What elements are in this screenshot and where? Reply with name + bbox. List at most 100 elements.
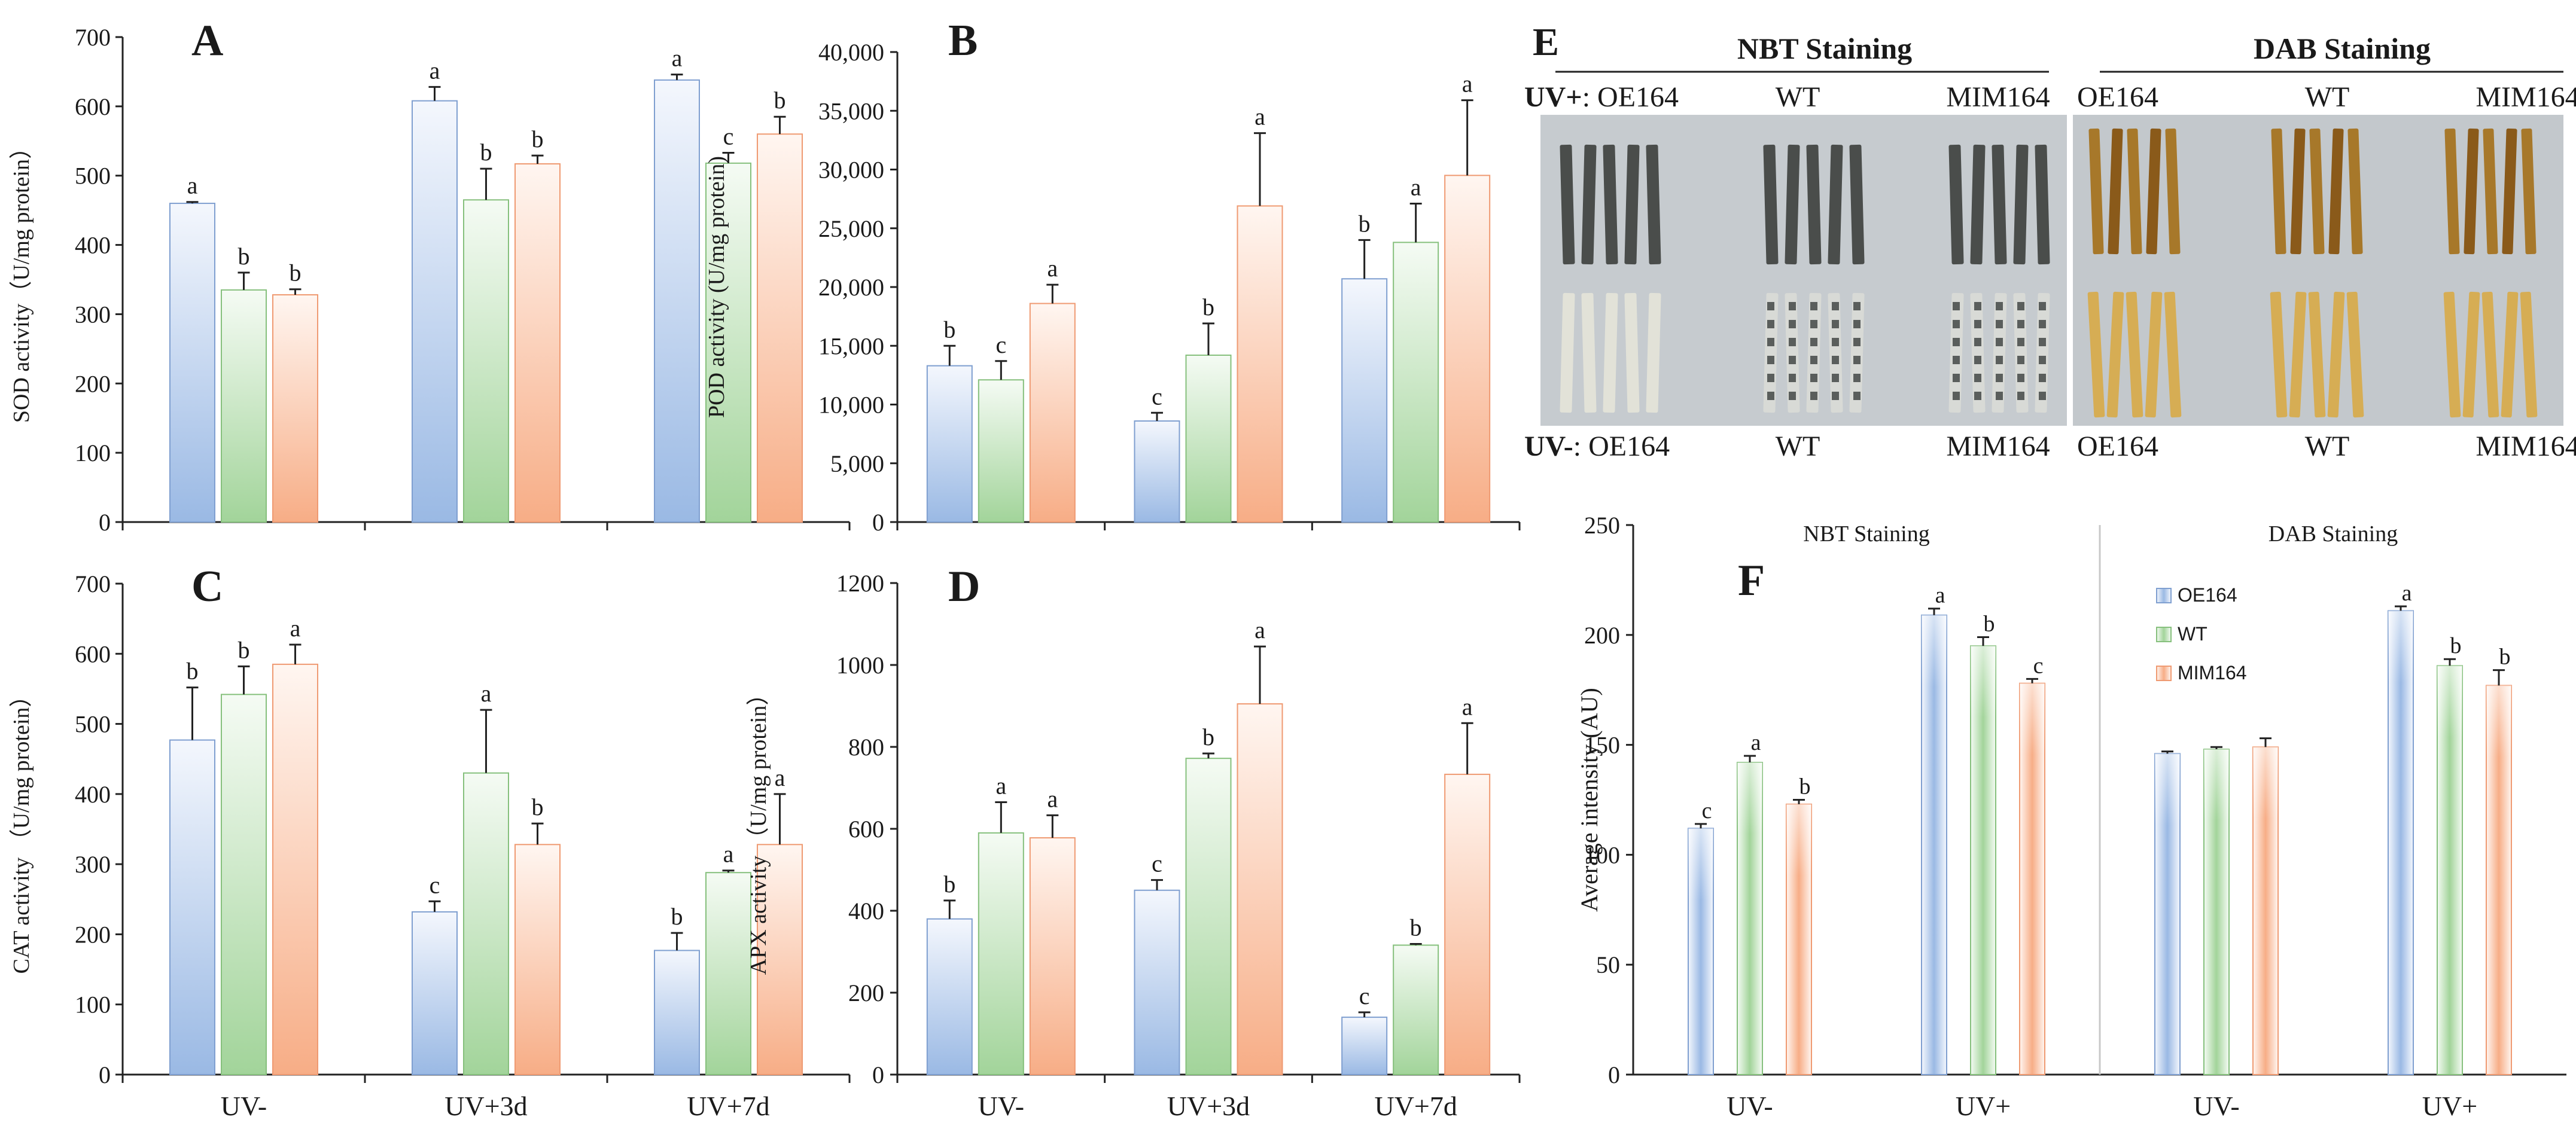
nbt-uvminus-strip	[1948, 292, 1964, 413]
panel-d-bar	[1029, 837, 1076, 1075]
nbt-uvminus-strip	[1849, 292, 1865, 413]
nbt-uvminus-spot	[1832, 392, 1839, 400]
nbt-bottom-label-wt: WT	[1776, 431, 1820, 462]
panel-f-bar-highlight	[2155, 753, 2180, 826]
dab-uvplus-strip	[2464, 128, 2479, 255]
nbt-uvminus-spot	[1953, 338, 1960, 346]
nbt-uvplus-strip	[1948, 144, 1964, 265]
panel-d-y-tick-label: 200	[848, 980, 884, 1006]
panel-d-bar	[1134, 889, 1180, 1075]
nbt-uvminus-spot	[1974, 320, 1981, 328]
panel-c-bar	[514, 844, 561, 1075]
nbt-uvplus-strip	[1646, 144, 1661, 265]
panel-f-significance-letter: a	[1751, 730, 1761, 755]
nbt-uvminus-spot	[1853, 338, 1861, 346]
nbt-uvminus-strip	[1806, 292, 1822, 413]
panel-b-y-tick-label: 40,000	[818, 39, 884, 66]
nbt-uvminus-spot	[1996, 356, 2003, 364]
nbt-uvminus-strip	[1581, 292, 1597, 413]
panel-b-letter: B	[948, 16, 978, 65]
panel-b-significance-letter: b	[943, 316, 955, 343]
panel-d-y-axis-label: APX activity （U/mg protein）	[746, 683, 771, 975]
nbt-uvminus-strip	[2013, 292, 2029, 413]
nbt-uvminus-spot	[1853, 392, 1861, 400]
panel-c-bar	[654, 950, 700, 1076]
panel-a-bar	[654, 79, 700, 523]
panel-f-x-tick-label: UV+	[2422, 1091, 2477, 1121]
panel-f-bar	[2388, 610, 2414, 1075]
panel-b-significance-letter: c	[995, 331, 1006, 358]
panel-c-bar	[272, 663, 318, 1075]
panel-f-bar-highlight	[2388, 611, 2413, 683]
panel-c-cat-chart: C 0 100 200 300 400 500 600 700 CAT activity （U/m…	[9, 562, 851, 1121]
panel-f-significance-letter: c	[1702, 798, 1712, 823]
panel-b-significance-letter: a	[1411, 173, 1421, 200]
nbt-uvplus-strip	[1560, 144, 1575, 265]
dab-bottom-label-wt: WT	[2305, 431, 2350, 462]
panel-d-bar	[978, 832, 1024, 1075]
nbt-uvminus-spot	[1767, 338, 1774, 346]
panel-f-bar-highlight	[2253, 747, 2278, 819]
panel-b-significance-letter: a	[1462, 71, 1473, 97]
panel-f-y-tick-label: 150	[1584, 732, 1620, 759]
panel-c-x-tick-label: UV-	[221, 1091, 267, 1121]
panel-a-bar	[221, 289, 267, 523]
panel-d-bar	[926, 918, 973, 1075]
panel-b-significance-letter: b	[1202, 294, 1214, 321]
nbt-uvplus-strip	[1849, 144, 1865, 265]
panel-b-significance-letter: c	[1152, 383, 1162, 410]
panel-d-significance-letter: c	[1152, 850, 1162, 877]
panel-b-significance-letter: b	[1359, 210, 1371, 237]
panel-d-y-tick-label: 1000	[836, 652, 884, 679]
panel-c-x-tick-label: UV+3d	[444, 1091, 527, 1121]
panel-c-significance-letter: a	[290, 615, 301, 642]
dab-uvminus-strip	[2289, 291, 2307, 418]
nbt-uvplus-strip	[1970, 144, 1986, 265]
dab-bottom-label-oe164: OE164	[2077, 431, 2158, 462]
nbt-uvminus-spot	[1832, 338, 1839, 346]
panel-c-y-tick-label: 400	[75, 781, 111, 808]
dab-top-label-mim164: MIM164	[2475, 81, 2576, 113]
panel-c-significance-letter: b	[532, 794, 544, 820]
nbt-uvminus-strip	[1785, 292, 1800, 413]
panel-f-significance-letter: b	[2450, 633, 2462, 658]
panel-b-y-tick-label: 35,000	[818, 97, 884, 124]
nbt-uvplus-strip	[1785, 144, 1800, 265]
panel-c-significance-letter: b	[671, 903, 683, 930]
nbt-uvminus-spot	[1974, 302, 1981, 310]
nbt-uvminus-spot	[1953, 392, 1960, 400]
dab-top-label-wt: WT	[2305, 81, 2350, 113]
dab-uvminus-strip	[2462, 291, 2480, 418]
panel-a-y-axis-label: SOD activity（U/mg protein）	[9, 136, 34, 423]
dab-uvplus-strip	[2146, 128, 2161, 255]
panel-b-y-tick-label: 30,000	[818, 157, 884, 184]
nbt-uvminus-strip	[1763, 292, 1779, 413]
panel-b-y-tick-label: 15,000	[818, 332, 884, 359]
panel-a-sod-chart: A 0 100 200 300 400 500 600 700 SOD activity（U/mg…	[9, 16, 851, 536]
nbt-uvminus-strip	[2035, 292, 2050, 413]
dab-uvplus-strip	[2521, 128, 2537, 255]
panel-a-letter: A	[191, 16, 223, 65]
panel-f-bar	[1921, 614, 1947, 1075]
panel-c-y-tick-label: 200	[75, 921, 111, 948]
dab-uvminus-strip	[2270, 291, 2288, 418]
nbt-uvminus-strip	[1970, 292, 1986, 413]
panel-b-y-tick-label: 20,000	[818, 274, 884, 301]
panel-a-bar	[272, 294, 318, 523]
nbt-uvminus-spot	[1996, 338, 2003, 346]
dab-uvminus-strip	[2087, 291, 2105, 418]
panel-e-letter: E	[1533, 20, 1559, 64]
panel-d-significance-letter: c	[1359, 982, 1370, 1009]
panel-d-significance-letter: a	[1462, 693, 1473, 720]
panel-f-x-tick-label: UV-	[2193, 1091, 2240, 1121]
panel-f-bar-highlight	[1786, 804, 1811, 876]
nbt-uvplus-strip	[2035, 144, 2050, 265]
nbt-uvplus-strip	[1581, 144, 1597, 265]
nbt-uvplus-strip	[1828, 144, 1843, 265]
panel-d-bar	[1341, 1017, 1388, 1075]
nbt-photo	[1540, 115, 2067, 426]
panel-f-bar-highlight	[1971, 646, 1996, 718]
nbt-uvplus-strip	[1992, 144, 2007, 265]
dab-top-label-oe164: OE164	[2077, 81, 2158, 113]
